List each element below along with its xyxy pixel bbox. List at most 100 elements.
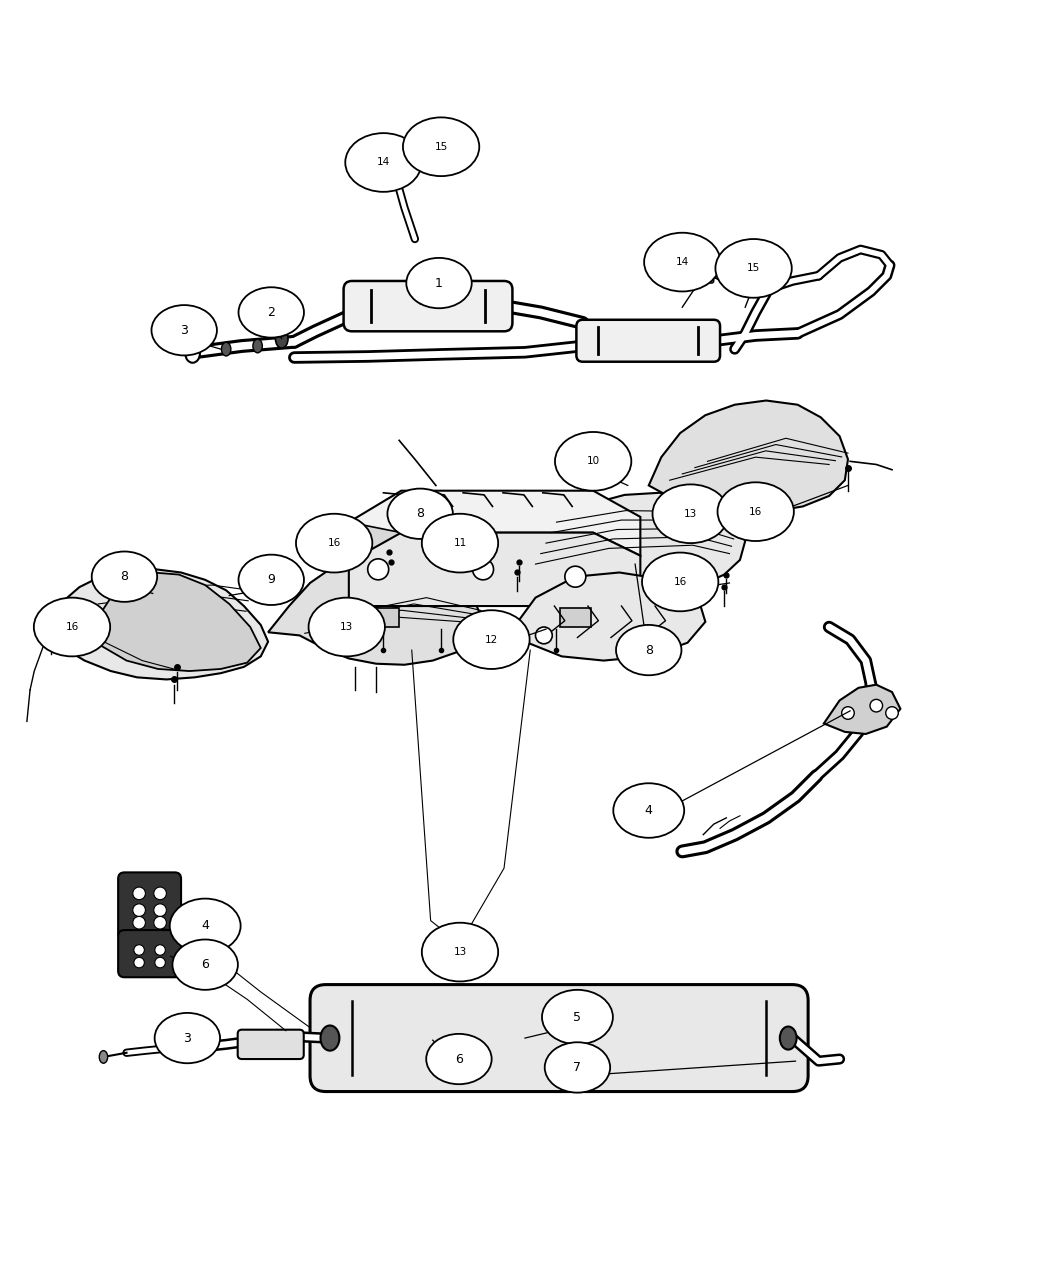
Text: 7: 7 — [573, 1061, 582, 1074]
Ellipse shape — [642, 552, 718, 611]
Text: 16: 16 — [673, 576, 687, 587]
Circle shape — [153, 887, 166, 900]
Text: 12: 12 — [485, 635, 498, 645]
Text: 6: 6 — [202, 959, 209, 972]
Circle shape — [154, 945, 165, 955]
Circle shape — [536, 627, 552, 644]
Circle shape — [870, 700, 883, 711]
Ellipse shape — [172, 940, 238, 989]
Ellipse shape — [717, 482, 794, 541]
Ellipse shape — [387, 488, 453, 539]
FancyBboxPatch shape — [237, 1030, 303, 1060]
Ellipse shape — [403, 117, 479, 176]
Ellipse shape — [715, 238, 792, 298]
Ellipse shape — [542, 989, 613, 1044]
Ellipse shape — [613, 783, 685, 838]
Text: 15: 15 — [435, 142, 447, 152]
Text: 3: 3 — [184, 1031, 191, 1044]
Circle shape — [153, 904, 166, 917]
Polygon shape — [649, 400, 848, 511]
Ellipse shape — [422, 923, 498, 982]
FancyBboxPatch shape — [426, 150, 449, 166]
Text: 15: 15 — [747, 264, 760, 273]
Text: 8: 8 — [645, 644, 653, 657]
Ellipse shape — [616, 625, 681, 676]
Circle shape — [133, 945, 144, 955]
Ellipse shape — [238, 287, 303, 338]
Text: 14: 14 — [675, 258, 689, 266]
FancyBboxPatch shape — [343, 280, 512, 332]
Text: 16: 16 — [749, 506, 762, 516]
Text: 4: 4 — [645, 805, 653, 817]
Ellipse shape — [644, 233, 720, 292]
Ellipse shape — [454, 611, 529, 669]
Ellipse shape — [238, 555, 303, 606]
Polygon shape — [512, 572, 706, 660]
Text: 10: 10 — [587, 456, 600, 467]
Circle shape — [565, 566, 586, 588]
Text: 13: 13 — [340, 622, 354, 632]
Text: 13: 13 — [454, 947, 466, 958]
Ellipse shape — [309, 598, 385, 657]
Circle shape — [132, 904, 145, 917]
Text: 2: 2 — [268, 306, 275, 319]
Circle shape — [886, 706, 899, 719]
Polygon shape — [824, 685, 901, 734]
Ellipse shape — [296, 514, 373, 572]
Ellipse shape — [185, 344, 200, 363]
Ellipse shape — [253, 339, 262, 353]
Ellipse shape — [406, 258, 471, 309]
Text: 16: 16 — [65, 622, 79, 632]
FancyBboxPatch shape — [119, 929, 181, 977]
Circle shape — [153, 917, 166, 929]
Ellipse shape — [91, 552, 158, 602]
FancyBboxPatch shape — [368, 608, 399, 627]
Ellipse shape — [545, 1042, 610, 1093]
Polygon shape — [268, 552, 481, 664]
Ellipse shape — [780, 1026, 797, 1049]
FancyBboxPatch shape — [689, 268, 714, 283]
Ellipse shape — [222, 342, 231, 356]
Ellipse shape — [151, 305, 217, 356]
Ellipse shape — [422, 514, 498, 572]
Text: 4: 4 — [202, 919, 209, 932]
FancyBboxPatch shape — [576, 320, 720, 362]
Circle shape — [132, 917, 145, 929]
Ellipse shape — [100, 1051, 108, 1063]
Text: 3: 3 — [181, 324, 188, 337]
Ellipse shape — [275, 329, 288, 348]
Text: 8: 8 — [416, 507, 424, 520]
Text: 1: 1 — [435, 277, 443, 289]
Text: 13: 13 — [684, 509, 697, 519]
Text: 8: 8 — [121, 570, 128, 583]
Ellipse shape — [320, 1025, 339, 1051]
Polygon shape — [512, 493, 746, 590]
FancyBboxPatch shape — [743, 270, 766, 286]
Ellipse shape — [154, 1012, 220, 1063]
Circle shape — [154, 958, 165, 968]
FancyBboxPatch shape — [560, 608, 591, 627]
Ellipse shape — [170, 899, 240, 954]
Text: 11: 11 — [454, 538, 466, 548]
Circle shape — [472, 558, 493, 580]
Ellipse shape — [34, 598, 110, 657]
Circle shape — [133, 958, 144, 968]
FancyBboxPatch shape — [310, 984, 808, 1091]
Circle shape — [368, 558, 388, 580]
Circle shape — [842, 706, 855, 719]
Polygon shape — [93, 572, 260, 671]
Polygon shape — [349, 533, 640, 632]
Ellipse shape — [652, 484, 729, 543]
Text: 16: 16 — [328, 538, 341, 548]
Polygon shape — [349, 491, 640, 562]
Polygon shape — [349, 523, 401, 606]
FancyBboxPatch shape — [376, 163, 403, 180]
Circle shape — [132, 887, 145, 900]
Text: 6: 6 — [455, 1053, 463, 1066]
Ellipse shape — [345, 133, 422, 191]
Text: 14: 14 — [377, 158, 390, 167]
Text: 5: 5 — [573, 1011, 582, 1024]
FancyBboxPatch shape — [119, 872, 181, 940]
Polygon shape — [43, 570, 268, 680]
Ellipse shape — [426, 1034, 491, 1084]
